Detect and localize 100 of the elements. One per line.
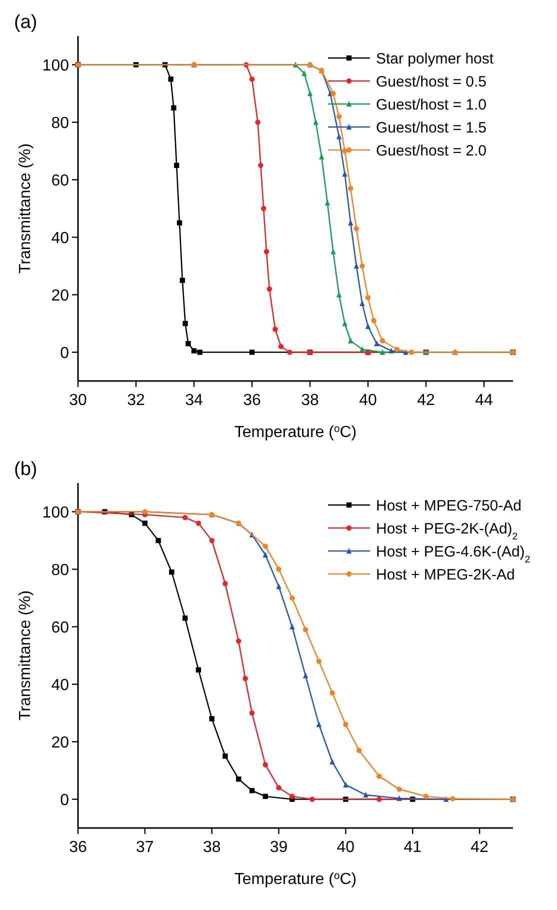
point xyxy=(396,786,402,792)
point xyxy=(196,520,202,526)
point xyxy=(287,350,292,355)
point xyxy=(348,186,354,191)
y-tick-label: 20 xyxy=(51,734,70,752)
point xyxy=(209,716,214,722)
point xyxy=(168,76,174,82)
point xyxy=(249,350,255,355)
point xyxy=(376,796,382,802)
point xyxy=(236,638,242,644)
chart-title: (b) xyxy=(14,459,38,480)
y-tick-label: 20 xyxy=(51,287,70,304)
point xyxy=(330,690,335,696)
point xyxy=(388,348,394,354)
point xyxy=(376,774,382,779)
y-tick-label: 60 xyxy=(51,619,70,636)
point xyxy=(450,796,456,802)
x-tick-label: 36 xyxy=(69,839,87,856)
point xyxy=(278,344,284,350)
y-tick-label: 0 xyxy=(60,344,70,362)
point xyxy=(180,278,185,283)
point xyxy=(313,119,318,125)
point xyxy=(363,792,368,798)
point xyxy=(302,70,307,76)
point xyxy=(197,350,202,355)
y-tick-label: 100 xyxy=(42,57,70,74)
point xyxy=(262,552,268,558)
y-tick-label: 80 xyxy=(51,114,70,132)
point xyxy=(182,320,188,326)
x-axis-title: Temperature ($^{o}$C) xyxy=(234,424,357,441)
point xyxy=(249,788,255,794)
point xyxy=(242,676,248,682)
point xyxy=(222,754,228,759)
point xyxy=(343,782,348,788)
point xyxy=(174,162,180,168)
point xyxy=(342,170,348,177)
legend-label: Guest/host = 1.5 xyxy=(376,119,486,136)
legend-label: Host + MPEG-750-Ad xyxy=(376,497,522,514)
x-tick-label: 32 xyxy=(127,392,145,409)
point xyxy=(423,794,429,799)
point xyxy=(360,263,365,269)
point xyxy=(380,349,386,355)
point xyxy=(258,162,264,168)
x-tick-label: 38 xyxy=(301,392,319,409)
point xyxy=(156,538,161,544)
x-tick-label: 42 xyxy=(417,392,435,409)
point xyxy=(249,710,255,716)
point xyxy=(307,90,313,96)
point xyxy=(380,338,386,344)
x-tick-label: 37 xyxy=(136,839,154,856)
point xyxy=(343,722,348,728)
point xyxy=(319,154,324,160)
point xyxy=(360,346,365,352)
point xyxy=(354,262,359,269)
point xyxy=(290,794,295,799)
y-tick-label: 100 xyxy=(42,504,70,522)
point xyxy=(196,667,202,672)
point xyxy=(336,292,342,298)
legend-label: Star polymer host xyxy=(376,50,494,68)
point xyxy=(261,206,266,212)
point xyxy=(264,249,270,254)
point xyxy=(290,624,295,630)
chart-title: (a) xyxy=(14,12,38,33)
point xyxy=(169,570,174,575)
point xyxy=(336,134,342,140)
point xyxy=(360,300,365,306)
point xyxy=(365,295,371,300)
point xyxy=(371,318,376,324)
point xyxy=(330,90,336,96)
point xyxy=(176,220,182,226)
point xyxy=(342,320,348,326)
legend-label: Host + PEG-2K-(Ad)$_{2}$ xyxy=(376,520,518,542)
point xyxy=(182,616,188,621)
point xyxy=(276,566,282,572)
point xyxy=(236,776,242,782)
x-tick-label: 44 xyxy=(475,392,493,409)
x-axis-title: Temperature ($^{o}$C) xyxy=(234,870,357,888)
point xyxy=(171,105,176,110)
x-tick-label: 40 xyxy=(359,392,377,409)
point xyxy=(276,583,282,590)
point xyxy=(324,200,330,206)
point xyxy=(191,348,197,354)
x-tick-label: 40 xyxy=(336,839,355,856)
legend-label: Host + PEG-4.6K-(Ad)$_{2}$ xyxy=(376,543,530,565)
point xyxy=(142,520,148,526)
point xyxy=(249,76,255,82)
point xyxy=(310,796,315,802)
point xyxy=(354,226,359,232)
point xyxy=(330,248,336,254)
point xyxy=(348,220,354,226)
x-tick-label: 38 xyxy=(202,839,221,856)
x-tick-label: 34 xyxy=(185,392,203,409)
point xyxy=(262,544,268,549)
y-tick-label: 40 xyxy=(51,230,70,247)
point xyxy=(182,514,188,520)
point xyxy=(374,340,380,346)
legend-label: Guest/host = 1.0 xyxy=(376,96,486,114)
point xyxy=(348,338,354,344)
point xyxy=(396,795,402,801)
point xyxy=(266,286,272,292)
